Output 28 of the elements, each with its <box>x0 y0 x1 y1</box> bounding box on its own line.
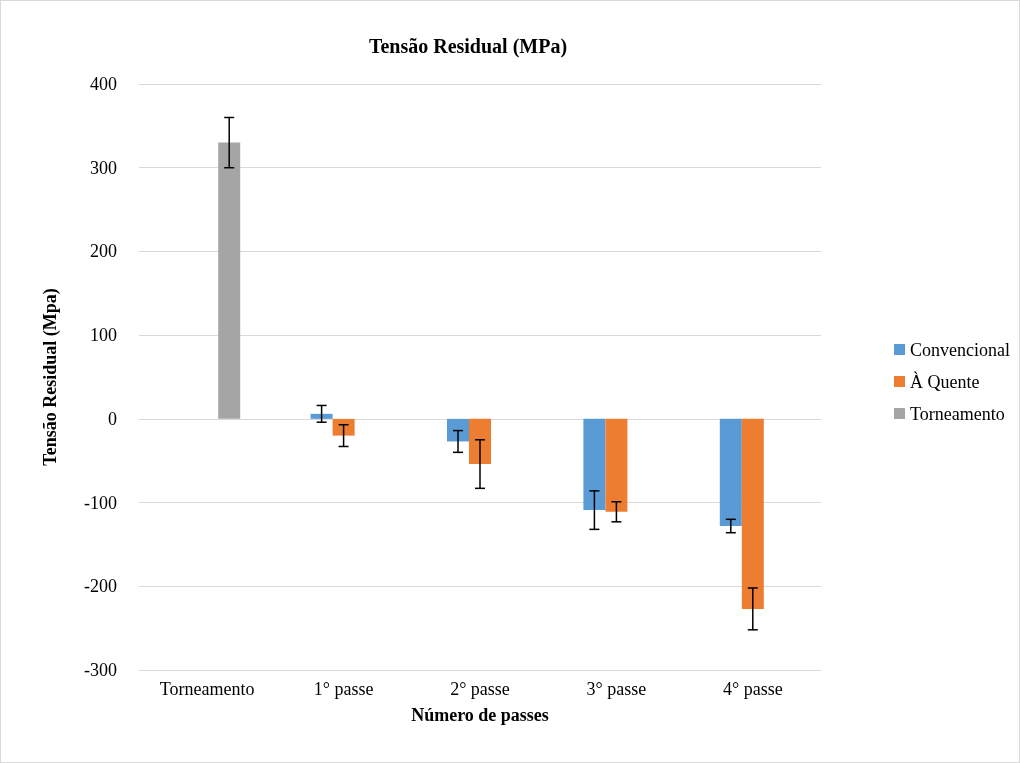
x-tick-label: 3° passe <box>586 679 647 699</box>
y-tick-label: 0 <box>108 408 117 429</box>
x-tick-label: 4° passe <box>722 679 783 699</box>
y-tick-label: 400 <box>90 74 117 94</box>
bar <box>719 418 742 527</box>
x-axis-title: Número de passes <box>411 705 549 725</box>
y-tick-label: 300 <box>90 157 117 178</box>
legend-label: À Quente <box>910 370 980 392</box>
chart-title: Tensão Residual (MPa) <box>368 35 568 58</box>
y-tick-label: -200 <box>84 576 117 597</box>
bar <box>583 418 606 511</box>
legend-label: Convencional <box>910 339 1011 360</box>
x-tick-label: 1° passe <box>313 679 374 699</box>
y-tick-label: -300 <box>84 660 117 680</box>
legend-label: Torneamento <box>910 403 1005 424</box>
y-tick-label: -100 <box>84 492 117 513</box>
bar <box>218 142 241 419</box>
x-tick-label: Torneamento <box>159 679 255 699</box>
bar <box>332 418 355 436</box>
bar <box>469 418 491 465</box>
x-tick-label: 2° passe <box>450 679 510 699</box>
y-axis-title: Tensão Residual (Mpa) <box>40 288 61 466</box>
bar <box>741 418 764 609</box>
bar <box>605 418 628 512</box>
y-tick-label: 200 <box>90 241 117 262</box>
y-tick-label: 100 <box>90 325 117 346</box>
bar <box>447 418 469 442</box>
bar <box>310 413 333 419</box>
